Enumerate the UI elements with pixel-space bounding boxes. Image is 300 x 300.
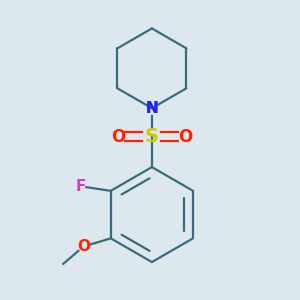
Text: O: O — [77, 239, 90, 254]
Text: F: F — [76, 179, 86, 194]
Text: S: S — [145, 127, 159, 146]
Text: N: N — [146, 101, 158, 116]
Text: O: O — [112, 128, 126, 146]
Text: N: N — [146, 101, 158, 116]
Text: O: O — [178, 128, 192, 146]
